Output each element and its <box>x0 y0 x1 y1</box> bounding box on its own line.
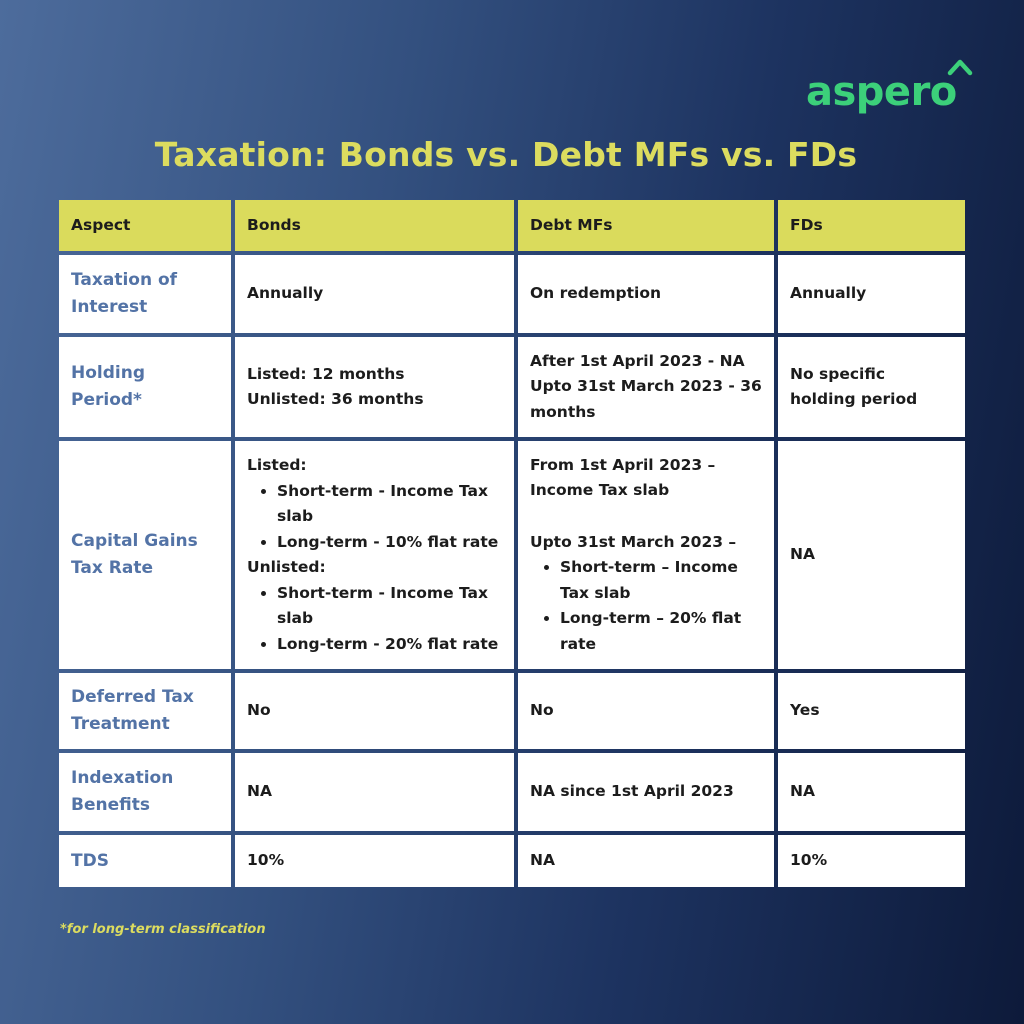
fds-cell: No specific holding period <box>778 337 965 437</box>
aspect-cell: Taxation of Interest <box>59 255 231 333</box>
aspect-cell: Deferred Tax Treatment <box>59 673 231 749</box>
table-row-capital-gains: Capital Gains Tax Rate Listed: Short-ter… <box>59 441 965 669</box>
list-item: Short-term – Income Tax slab <box>560 555 762 606</box>
fds-cell: NA <box>778 753 965 831</box>
fds-cell: NA <box>778 441 965 669</box>
aspero-logo: aspero <box>806 58 976 118</box>
debt-after-text: After 1st April 2023 - NA <box>530 351 745 370</box>
table-row-holding: Holding Period* Listed: 12 months Unlist… <box>59 337 965 437</box>
debt-upto-text: Upto 31st March 2023 – <box>530 532 737 551</box>
unlisted-label: Unlisted: <box>247 558 326 576</box>
debt-list: Short-term – Income Tax slab Long-term –… <box>530 555 762 657</box>
list-item: Long-term - 10% flat rate <box>277 530 502 556</box>
footnote: *for long-term classification <box>60 922 266 937</box>
list-item: Short-term - Income Tax slab <box>277 479 502 530</box>
debt-cell: NA <box>518 835 774 887</box>
table-row-deferred: Deferred Tax Treatment No No Yes <box>59 673 965 749</box>
bonds-cell: NA <box>235 753 514 831</box>
bonds-cell: Listed: Short-term - Income Tax slab Lon… <box>235 441 514 669</box>
bonds-cell: Annually <box>235 255 514 333</box>
debt-cell: After 1st April 2023 - NA Upto 31st Marc… <box>518 337 774 437</box>
bonds-cell: 10% <box>235 835 514 887</box>
header-fds: FDs <box>778 200 965 251</box>
aspect-cell: Holding Period* <box>59 337 231 437</box>
header-bonds: Bonds <box>235 200 514 251</box>
page-title: Taxation: Bonds vs. Debt MFs vs. FDs <box>154 135 858 174</box>
list-item: Short-term - Income Tax slab <box>277 581 502 632</box>
aspect-cell: TDS <box>59 835 231 887</box>
table-row-indexation: Indexation Benefits NA NA since 1st Apri… <box>59 753 965 831</box>
spacer <box>530 504 762 530</box>
table-row-interest: Taxation of Interest Annually On redempt… <box>59 255 965 333</box>
caret-up-icon <box>947 59 973 76</box>
unlisted-list: Short-term - Income Tax slab Long-term -… <box>247 581 502 658</box>
header-aspect: Aspect <box>59 200 231 251</box>
list-item: Long-term - 20% flat rate <box>277 632 502 658</box>
debt-cell: No <box>518 673 774 749</box>
debt-cell: NA since 1st April 2023 <box>518 753 774 831</box>
aspect-cell: Capital Gains Tax Rate <box>59 441 231 669</box>
list-item: Long-term – 20% flat rate <box>560 606 762 657</box>
fds-cell: Yes <box>778 673 965 749</box>
fds-cell: 10% <box>778 835 965 887</box>
fds-cell: Annually <box>778 255 965 333</box>
bonds-listed-text: Listed: 12 months <box>247 364 405 383</box>
bonds-unlisted-text: Unlisted: 36 months <box>247 390 424 408</box>
debt-upto-text: Upto 31st March 2023 - 36 months <box>530 377 762 421</box>
table-header-row: Aspect Bonds Debt MFs FDs <box>59 200 965 251</box>
header-debt-mfs: Debt MFs <box>518 200 774 251</box>
aspect-cell: Indexation Benefits <box>59 753 231 831</box>
debt-cell: From 1st April 2023 – Income Tax slab Up… <box>518 441 774 669</box>
bonds-cell: Listed: 12 months Unlisted: 36 months <box>235 337 514 437</box>
listed-list: Short-term - Income Tax slab Long-term -… <box>247 479 502 556</box>
bonds-cell: No <box>235 673 514 749</box>
debt-from-text: From 1st April 2023 – Income Tax slab <box>530 455 716 500</box>
table-row-tds: TDS 10% NA 10% <box>59 835 965 887</box>
debt-cell: On redemption <box>518 255 774 333</box>
listed-label: Listed: <box>247 456 307 474</box>
logo-text: aspero <box>806 69 957 115</box>
taxation-comparison-table: Aspect Bonds Debt MFs FDs Taxation of In… <box>55 196 969 891</box>
